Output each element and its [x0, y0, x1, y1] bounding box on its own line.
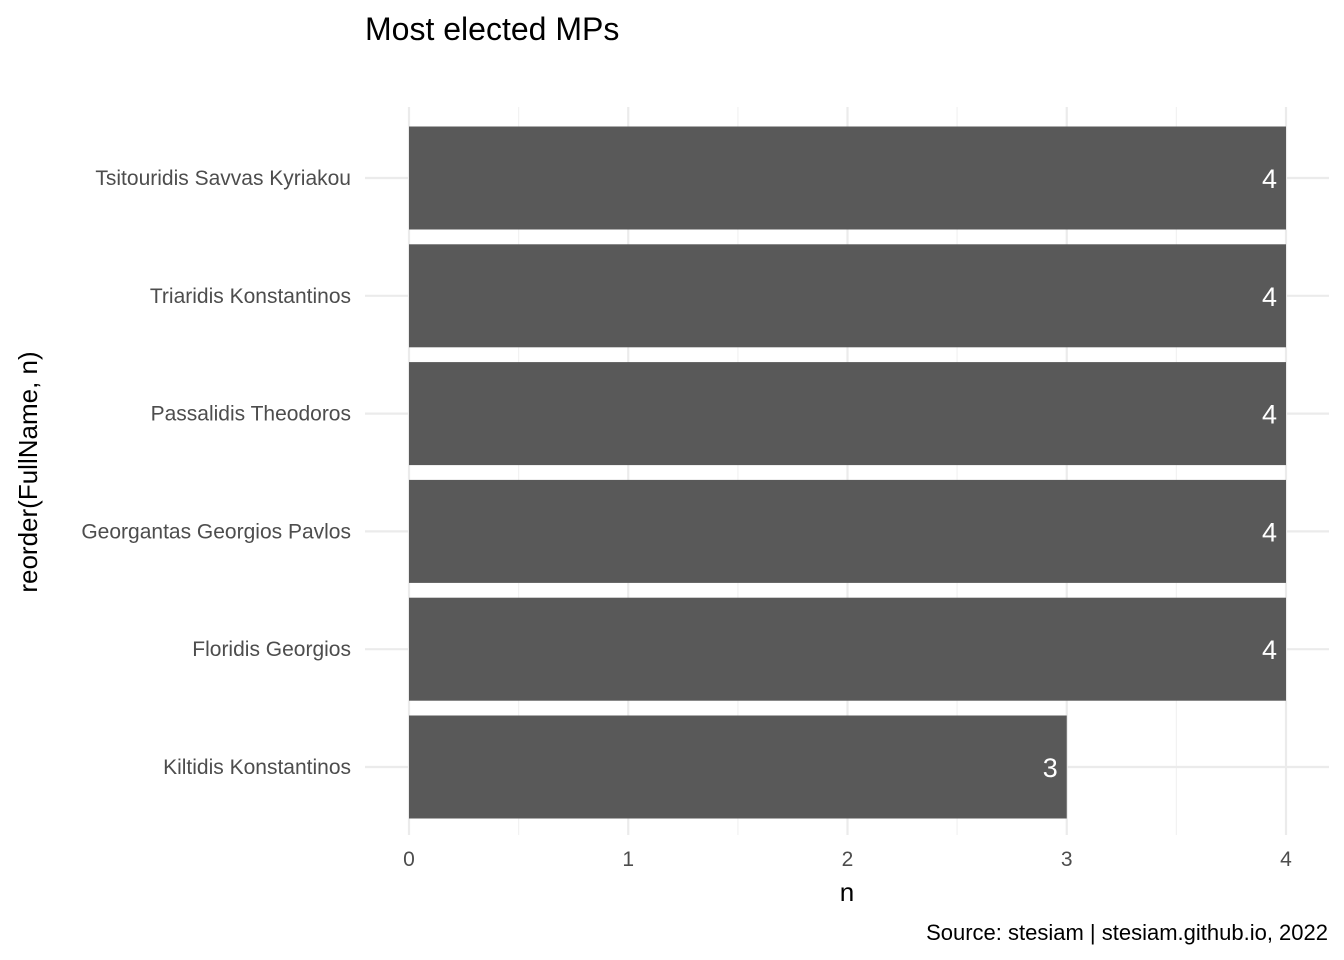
x-tick-label: 3: [1061, 848, 1073, 871]
x-tick-label: 4: [1280, 848, 1292, 871]
y-tick-label: Tsitouridis Savvas Kyriakou: [95, 167, 351, 190]
chart-title: Most elected MPs: [365, 11, 619, 47]
bar: [409, 479, 1286, 583]
y-axis-tick-labels: Tsitouridis Savvas Kyriakou Triaridis Kon…: [81, 167, 351, 779]
bar: [409, 597, 1286, 701]
bar-value-label: 3: [1043, 753, 1058, 783]
bar-value-label: 4: [1262, 517, 1277, 547]
x-tick-label: 1: [622, 848, 634, 871]
bar: [409, 362, 1286, 466]
bar-value-label: 4: [1262, 282, 1277, 312]
y-tick-label: Passalidis Theodoros: [151, 403, 351, 426]
y-tick-label: Floridis Georgios: [192, 638, 351, 661]
bar: [409, 715, 1067, 819]
x-axis-title: n: [840, 877, 854, 907]
y-tick-label: Triaridis Konstantinos: [150, 285, 351, 308]
y-tick-label: Kiltidis Konstantinos: [163, 756, 351, 779]
bar: [409, 244, 1286, 348]
bar-value-label: 4: [1262, 400, 1277, 430]
y-tick-label: Georgantas Georgios Pavlos: [81, 520, 351, 543]
value-labels: 4 4 4 4 4 3: [1043, 164, 1277, 783]
bars: [409, 126, 1286, 819]
x-tick-label: 0: [403, 848, 415, 871]
bar: [409, 126, 1286, 230]
bar-value-label: 4: [1262, 635, 1277, 665]
y-axis-title: reorder(FullName, n): [13, 351, 43, 592]
chart-caption: Source: stesiam | stesiam.github.io, 202…: [926, 920, 1328, 945]
x-tick-label: 2: [842, 848, 854, 871]
x-axis-tick-labels: 0 1 2 3 4: [403, 848, 1292, 871]
bar-value-label: 4: [1262, 164, 1277, 194]
